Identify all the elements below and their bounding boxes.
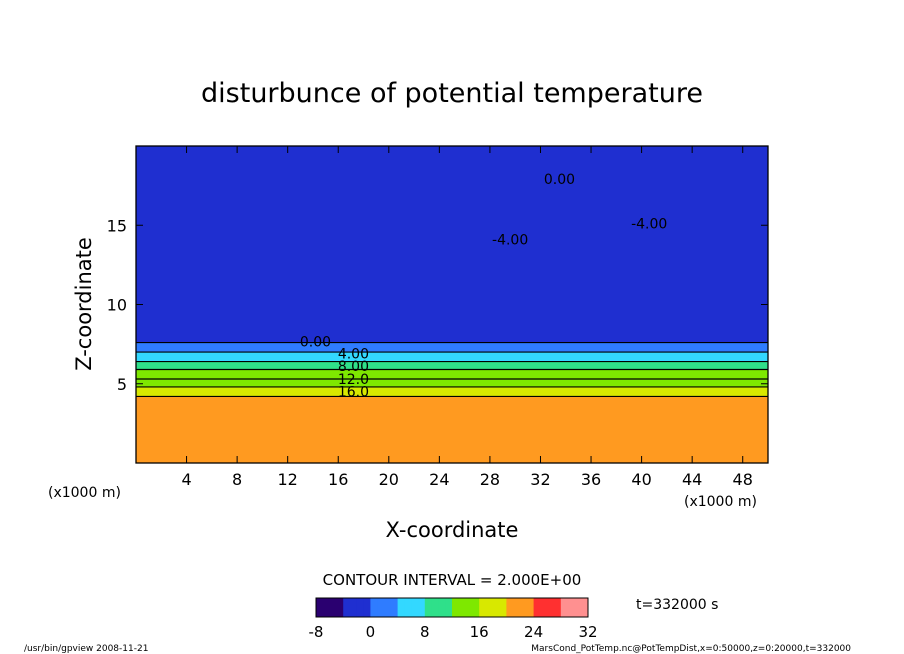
x-tick-label: 24 (429, 470, 449, 489)
contour-band (136, 342, 768, 353)
x-tick-label: 12 (278, 470, 298, 489)
time-label: t=332000 s (636, 597, 718, 613)
colorbar-cell (404, 598, 412, 617)
colorbar-cell (554, 598, 562, 617)
colorbar: -8 0 8 16 24 32 (309, 597, 598, 641)
footer-left: /usr/bin/gpview 2008-11-21 (24, 644, 148, 654)
colorbar-cell (533, 598, 541, 617)
colorbar-cell (431, 598, 439, 617)
chart-title: disturbunce of potential temperature (201, 78, 703, 109)
contour-band (136, 396, 768, 463)
contour-label: 0.00 (544, 172, 575, 188)
colorbar-cell (336, 598, 344, 617)
colorbar-cell (581, 598, 589, 617)
contour-label: 12.0 (338, 372, 369, 388)
colorbar-cell (411, 598, 419, 617)
colorbar-cell (452, 598, 460, 617)
colorbar-cell (526, 598, 535, 617)
colorbar-cell (343, 598, 351, 617)
colorbar-cell (506, 598, 514, 617)
contour-band (136, 378, 768, 387)
colorbar-cell (479, 598, 487, 617)
contour-band (136, 361, 768, 370)
x-tick-label: 36 (581, 470, 601, 489)
colorbar-cell (567, 598, 575, 617)
x-tick-label: 48 (733, 470, 753, 489)
colorbar-cell (363, 598, 371, 617)
colorbar-tick-label: 0 (366, 623, 376, 641)
contour-label: 4.00 (338, 346, 369, 362)
colorbar-cell (492, 598, 501, 617)
x-axis-label: X-coordinate (386, 518, 519, 542)
x-tick-label: 40 (631, 470, 651, 489)
x-tick-label: 20 (379, 470, 399, 489)
colorbar-cell (377, 598, 385, 617)
x-tick-label: 4 (181, 470, 191, 489)
y-tick-label: 10 (107, 296, 127, 315)
x-tick-label: 28 (480, 470, 500, 489)
contour-band (136, 352, 768, 362)
y-tick-label: 15 (107, 216, 127, 235)
colorbar-cell (316, 598, 324, 617)
colorbar-cell (486, 598, 494, 617)
footer-right: MarsCond_PotTemp.nc@PotTempDist,x=0:5000… (531, 644, 851, 654)
contour-label: 16.0 (338, 384, 369, 400)
y-tick-label: 5 (117, 375, 127, 394)
y-axis: 5 10 15 (107, 216, 768, 394)
colorbar-cell (465, 598, 473, 617)
colorbar-cell (547, 598, 555, 617)
colorbar-cell (574, 598, 582, 617)
colorbar-cell (390, 598, 399, 617)
x-axis: 4 8 12 16 20 24 28 32 36 40 44 48 (181, 146, 753, 489)
x-tick-label: 32 (530, 470, 550, 489)
colorbar-cell (499, 598, 507, 617)
colorbar-cell (329, 598, 337, 617)
colorbar-cell (356, 598, 365, 617)
x-unit-left: (x1000 m) (48, 485, 121, 501)
x-tick-label: 8 (232, 470, 242, 489)
contour-label: 8.00 (338, 359, 369, 375)
colorbar-tick-label: -8 (309, 623, 324, 641)
colorbar-tick-label: 16 (470, 623, 489, 641)
colorbar-cell (350, 598, 358, 617)
colorbar-tick-label: 8 (420, 623, 430, 641)
x-tick-label: 16 (328, 470, 348, 489)
contour-band (136, 146, 768, 343)
contour-label: -4.00 (492, 232, 528, 248)
x-tick-label: 44 (682, 470, 702, 489)
colorbar-cell (472, 598, 480, 617)
colorbar-cell (438, 598, 446, 617)
x-unit-right: (x1000 m) (684, 494, 757, 510)
colorbar-cell (540, 598, 548, 617)
colorbar-cell (418, 598, 426, 617)
colorbar-cell (322, 598, 331, 617)
colorbar-cell (397, 598, 405, 617)
colorbar-cell (445, 598, 453, 617)
colorbar-cell (384, 598, 392, 617)
contour-label: 0.00 (300, 335, 331, 351)
colorbar-tick-label: 32 (578, 623, 597, 641)
colorbar-frame (315, 597, 589, 618)
colorbar-cell (560, 598, 569, 617)
colorbar-cell (370, 598, 378, 617)
contour-label: -4.00 (631, 216, 667, 232)
colorbar-cell (513, 598, 521, 617)
contour-interval: CONTOUR INTERVAL = 2.000E+00 (323, 571, 582, 589)
contour-band (136, 369, 768, 379)
y-axis-label: Z-coordinate (72, 237, 96, 371)
colorbar-tick-label: 24 (524, 623, 543, 641)
colorbar-cell (424, 598, 433, 617)
colorbar-cell (520, 598, 528, 617)
contour-band (136, 386, 768, 397)
colorbar-cell (458, 598, 467, 617)
